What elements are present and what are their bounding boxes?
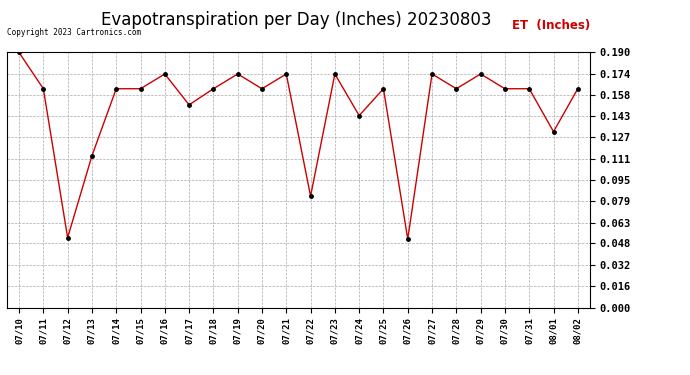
Text: ET  (Inches): ET (Inches) [512, 19, 590, 32]
Text: Copyright 2023 Cartronics.com: Copyright 2023 Cartronics.com [7, 28, 141, 37]
Text: Evapotranspiration per Day (Inches) 20230803: Evapotranspiration per Day (Inches) 2023… [101, 11, 492, 29]
